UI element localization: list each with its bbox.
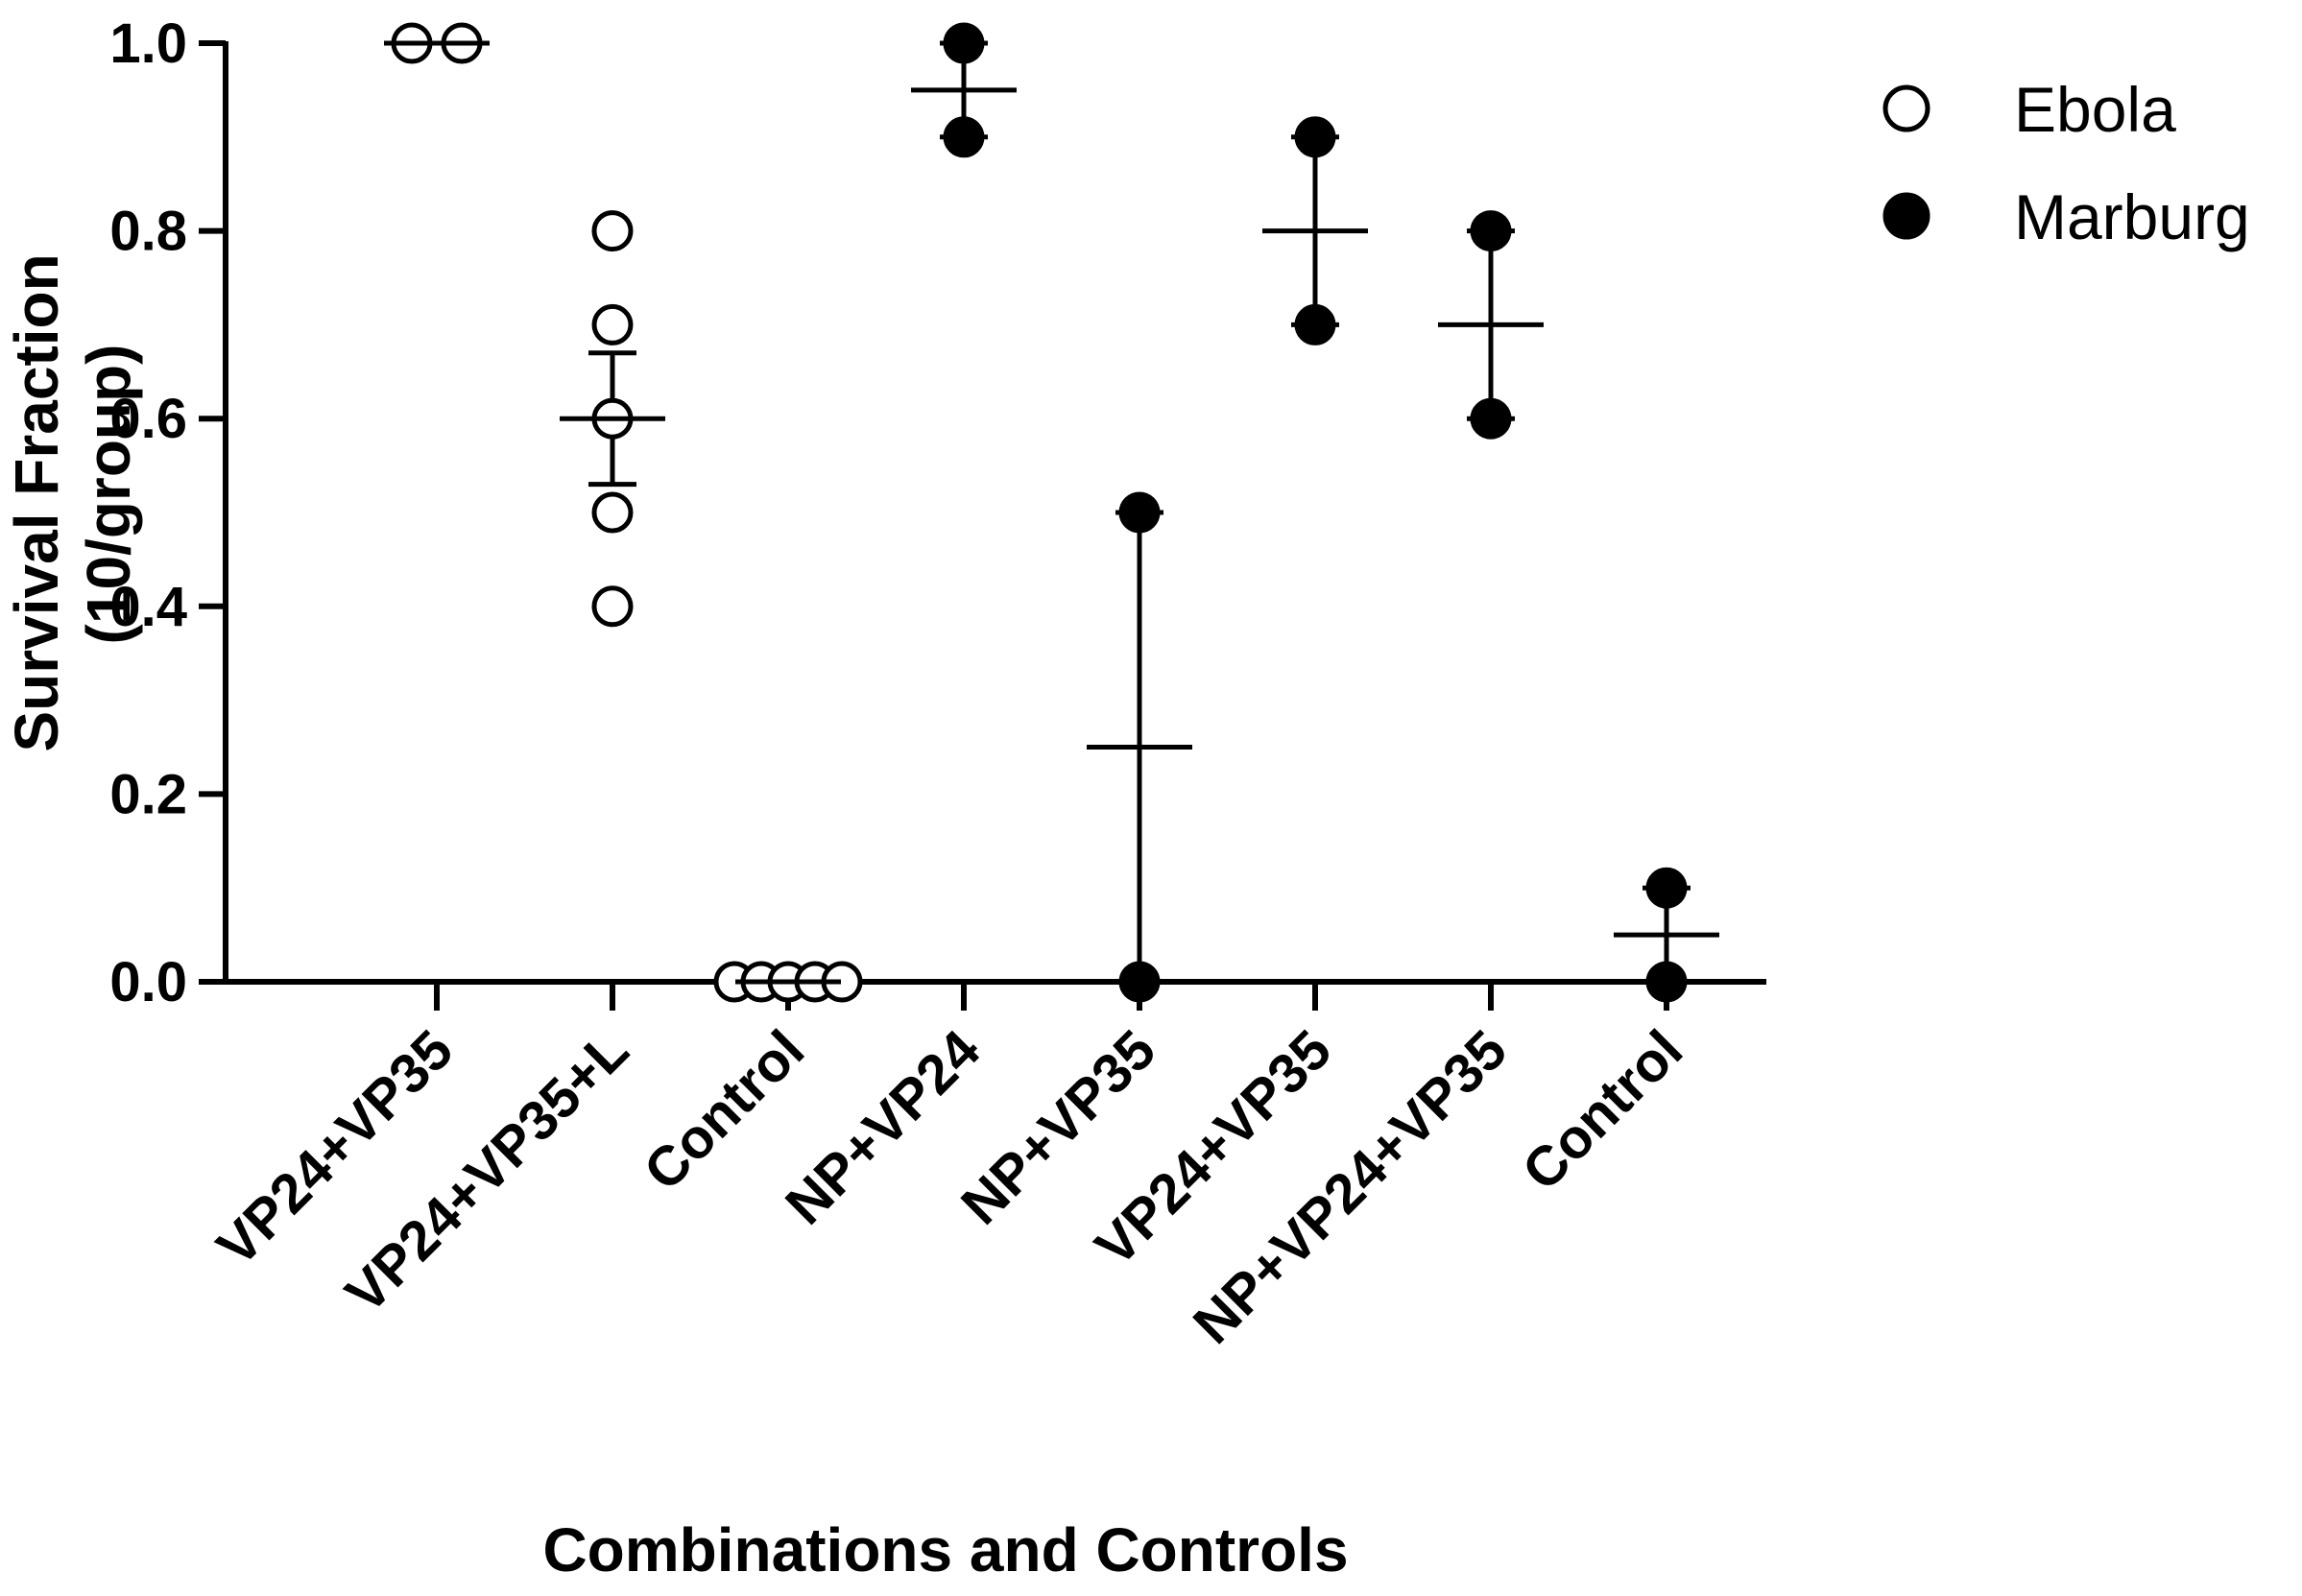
marburg-point (1118, 491, 1161, 534)
x-ticks: VP24+VP35VP24+VP35+LControlNP+VP24NP+VP3… (205, 982, 1694, 1356)
y-tick-label: 0.0 (109, 951, 187, 1013)
axes (223, 41, 1766, 985)
y-axis-title: Survival Fraction (10/group) (2, 236, 143, 751)
marburg-point (1645, 961, 1688, 1003)
x-tick-label: Control (1510, 1018, 1694, 1203)
legend-ebola-marker (1882, 84, 1930, 132)
ebola-point (591, 585, 634, 628)
data-group (1087, 491, 1192, 1003)
marburg-point (1118, 961, 1161, 1003)
y-tick-label: 0.2 (109, 763, 187, 825)
ebola-point (591, 303, 634, 345)
legend: Ebola Marburg (1882, 74, 2250, 252)
x-tick-label: NP+VP24+VP35 (1182, 1018, 1519, 1355)
legend-marburg-label: Marburg (2014, 181, 2250, 252)
data-group (1438, 210, 1544, 440)
marburg-point (1470, 397, 1512, 440)
data-group (560, 210, 665, 628)
y-tick-label: 0.6 (109, 388, 187, 450)
data-group (1614, 867, 1719, 1003)
y-tick-label: 0.4 (109, 576, 187, 638)
y-axis-title-line-2: (10/group) (74, 345, 143, 645)
y-tick-label: 0.8 (109, 201, 187, 263)
x-tick-label: Control (632, 1018, 816, 1203)
data-marks (384, 22, 1719, 1003)
legend-ebola-label: Ebola (2014, 74, 2176, 145)
y-ticks: 0.0 0.2 0.4 0.6 0.8 1.0 (109, 12, 226, 1013)
marburg-point (1645, 867, 1688, 909)
marburg-point (1470, 210, 1512, 252)
marburg-point (1294, 116, 1336, 158)
x-tick-label: NP+VP24 (774, 1018, 992, 1236)
data-group (911, 22, 1017, 158)
ebola-point (591, 491, 634, 534)
data-group (384, 22, 490, 64)
marburg-point (943, 22, 985, 64)
data-group (713, 961, 863, 1003)
legend-marburg-marker (1882, 192, 1930, 240)
marburg-point (943, 116, 985, 158)
y-tick-label: 1.0 (109, 12, 187, 75)
marburg-point (1294, 303, 1336, 345)
y-axis-title-line-1: Survival Fraction (2, 253, 71, 751)
ebola-point (591, 210, 634, 252)
data-group (1262, 116, 1368, 345)
x-axis-title: Combinations and Controls (542, 1515, 1348, 1584)
